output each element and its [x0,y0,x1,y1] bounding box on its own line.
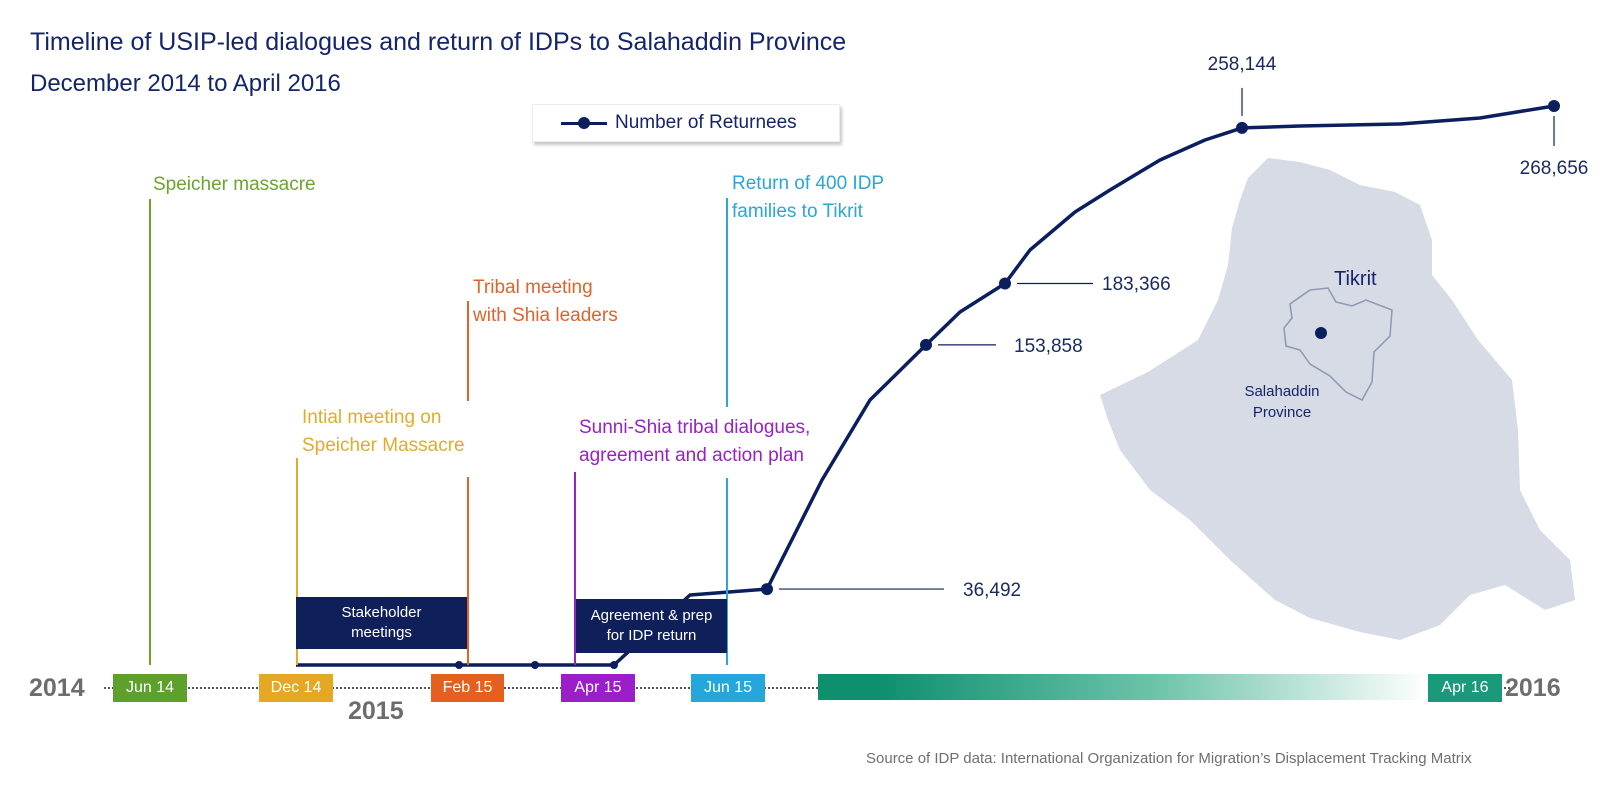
returnees-baseline-point [610,661,618,669]
year-2014: 2014 [29,674,85,702]
timeline-axis [104,687,1514,689]
legend-label: Number of Returnees [615,112,797,133]
data-label: 36,492 [963,580,1021,601]
stakeholder-box-line-1: Stakeholder [341,604,422,621]
returnees-point [1548,100,1560,112]
map-city-label: Tikrit [1334,268,1377,290]
initial-meeting-line-top [296,458,298,597]
stakeholder-meetings-box: Stakeholder meetings [296,597,467,649]
returnees-point [761,583,773,596]
tag-feb-15: Feb 15 [431,674,504,702]
event-tribal-meeting: Tribal meeting with Shia leaders [473,274,618,330]
iraq-map: Tikrit Salahaddin Province [1100,158,1575,640]
year-2015: 2015 [348,697,404,725]
event-tribal-line-1: Tribal meeting [473,277,593,298]
salahaddin-outline [1283,287,1393,401]
map-province-label-2: Province [1253,404,1311,421]
data-label: 258,144 [1208,54,1277,75]
tag-jun-15: Jun 15 [691,674,765,702]
event-initial-line-1: Intial meeting on [302,407,442,428]
returnees-baseline-point [455,661,463,669]
event-sunni-line-2: agreement and action plan [579,445,804,466]
tag-jun-14: Jun 14 [113,674,187,702]
event-return-line-2: families to Tikrit [732,201,863,222]
chart-title: Timeline of USIP-led dialogues and retur… [30,28,847,56]
event-sunni-line-1: Sunni-Shia tribal dialogues, [579,417,811,438]
chart-subtitle: December 2014 to April 2016 [30,70,341,97]
returnees-point [999,277,1011,290]
event-return-of-idps: Return of 400 IDP families to Tikrit [732,170,884,226]
data-label: 153,858 [1014,336,1083,357]
timeline-gradient-bar [818,674,1428,700]
event-speicher-line-1: Speicher massacre [153,174,316,195]
data-label: 183,366 [1102,274,1171,295]
event-speicher-massacre: Speicher massacre [153,171,316,199]
iraq-map-shape [1100,158,1575,640]
stakeholder-box-line-2: meetings [351,624,412,641]
legend: Number of Returnees [532,104,840,142]
return-line-top [726,198,728,407]
speicher-line [149,199,151,665]
tag-apr-16: Apr 16 [1428,674,1502,702]
initial-meeting-line-bottom [296,649,298,665]
data-label: 268,656 [1520,158,1589,179]
tribal-meeting-line-top [467,301,469,401]
returnees-point [920,338,932,351]
tag-dec-14: Dec 14 [259,674,333,702]
event-return-line-1: Return of 400 IDP [732,173,885,194]
tag-apr-15: Apr 15 [561,674,635,702]
agreement-box-line-2: for IDP return [606,627,697,644]
event-initial-meeting: Intial meeting on Speicher Massacre [302,404,465,460]
returnees-point [1236,121,1248,134]
event-initial-line-2: Speicher Massacre [302,435,465,456]
map-province-label-1: Salahaddin [1244,383,1319,400]
agreement-box-line-1: Agreement & prep [590,607,713,624]
source-note: Source of IDP data: International Organi… [866,750,1472,767]
sunni-shia-line [574,472,576,665]
legend-marker-icon [578,117,590,129]
tribal-meeting-line-bottom [467,477,469,665]
agreement-prep-box: Agreement & prep for IDP return [576,599,727,653]
tikrit-marker [1315,327,1327,339]
returnees-baseline-point [531,661,539,669]
return-line-bottom [726,478,728,665]
event-sunni-shia-dialogues: Sunni-Shia tribal dialogues, agreement a… [579,414,810,470]
event-tribal-line-2: with Shia leaders [473,305,618,326]
year-2016: 2016 [1505,674,1561,702]
